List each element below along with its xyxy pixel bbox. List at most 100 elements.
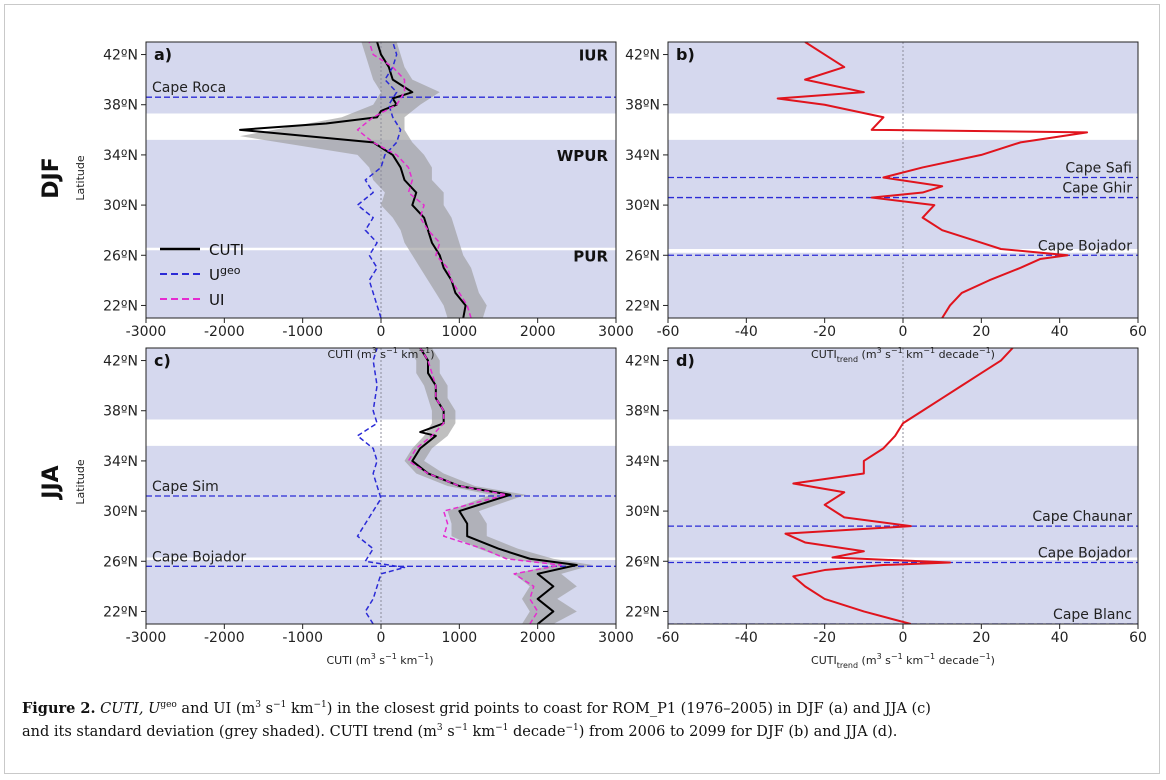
- panel-a: Cape Roca -3000 -2000 -1000 0 1000 2000 3000 22º…: [103, 41, 634, 340]
- x-tick-label: 60: [1129, 324, 1147, 340]
- panel-label: d): [676, 351, 695, 370]
- x-tick-label: -60: [657, 324, 680, 340]
- caption-t1-sup: geo: [160, 700, 177, 710]
- cape-label: Cape Sim: [152, 479, 219, 495]
- region-label: PUR: [573, 247, 608, 265]
- cape-label: Cape Roca: [152, 80, 226, 96]
- y-tick-label: 30ºN: [103, 198, 138, 214]
- x-tick-label: -1000: [282, 630, 323, 646]
- figure-caption: Figure 2. CUTI, Ugeo and UI (m3 s−1 km−1…: [22, 696, 1147, 742]
- cape-label: Cape Bojador: [1038, 546, 1132, 562]
- y-tick-label: 34ºN: [625, 454, 660, 470]
- plot-area: [146, 42, 616, 318]
- legend-ugeo-label: Ugeo: [209, 264, 241, 284]
- x-tick-label: 3000: [598, 324, 634, 340]
- x-tick-label: 40: [1051, 630, 1069, 646]
- x-tick-label: -2000: [204, 324, 245, 340]
- y-tick-label: 38ºN: [625, 98, 660, 114]
- xlabel-a: CUTI (m3 s−1 km−1): [327, 346, 434, 361]
- panel-d: Cape Chaunar Cape Bojador Cape Blanc -60 -40…: [625, 347, 1147, 646]
- xlabel-d: CUTItrend (m3 s−1 km−1 decade−1): [811, 652, 995, 670]
- y-tick-label: 22ºN: [103, 604, 138, 620]
- y-tick-label: 38ºN: [103, 98, 138, 114]
- caption-sup: −1: [565, 722, 579, 733]
- series-line-ugeo: [356, 348, 406, 624]
- y-tick-label: 26ºN: [103, 554, 138, 570]
- figure-panels: Cape Roca-3000 -2000 -1000 0 1000 2000 300022º…: [39, 41, 1147, 670]
- caption-t3: s: [261, 700, 274, 717]
- y-tick-label: 30ºN: [625, 198, 660, 214]
- x-tick-label: 0: [899, 324, 908, 340]
- panel-c: Cape Sim Cape Bojador -3000 -2000 -1000 0 1000…: [103, 347, 634, 646]
- x-tick-label: 1000: [442, 630, 478, 646]
- x-tick-label: 0: [899, 630, 908, 646]
- panel-b: Cape Safi Cape Ghir Cape Bojador -60 -40 -20 0…: [625, 41, 1147, 340]
- caption-decade: decade: [508, 723, 566, 740]
- white-band: [146, 557, 616, 561]
- x-tick-label: -1000: [282, 324, 323, 340]
- y-tick-label: 38ºN: [103, 404, 138, 420]
- y-tick-label: 42ºN: [103, 354, 138, 370]
- caption-t7: ) from 2006 to 2099 for DJF (b) and JJA …: [578, 723, 898, 740]
- x-tick-label: 3000: [598, 630, 634, 646]
- x-tick-label: 2000: [520, 630, 556, 646]
- series-line-ui: [356, 42, 472, 318]
- x-tick-label: -40: [735, 630, 758, 646]
- cape-label: Cape Bojador: [1038, 238, 1132, 254]
- x-tick-label: -3000: [126, 324, 167, 340]
- cape-label: Cape Bojador: [152, 549, 246, 565]
- xlabel-b: CUTItrend (m3 s−1 km−1 decade−1): [811, 346, 995, 364]
- y-tick-label: 34ºN: [103, 454, 138, 470]
- x-tick-label: 0: [377, 324, 386, 340]
- x-tick-label: -60: [657, 630, 680, 646]
- legend: CUTI Ugeo UI: [160, 241, 244, 309]
- season-label-jja: JJA: [39, 465, 64, 500]
- x-tick-label: 60: [1129, 630, 1147, 646]
- x-tick-label: 1000: [442, 324, 478, 340]
- cape-label: Cape Ghir: [1062, 181, 1132, 197]
- cape-label: Cape Chaunar: [1032, 509, 1132, 525]
- x-tick-label: -20: [813, 630, 836, 646]
- y-tick-label: 30ºN: [103, 504, 138, 520]
- figure-frame: [4, 4, 1160, 774]
- series-line-cuti: [239, 42, 467, 318]
- plot-area: [668, 348, 1138, 624]
- plot-area: [146, 348, 616, 624]
- legend-cuti-label: CUTI: [209, 241, 244, 259]
- cape-label: Cape Safi: [1065, 160, 1132, 176]
- panel-label: a): [154, 45, 172, 64]
- caption-t3: s: [442, 723, 455, 740]
- ylabel-bottom: Latitude: [74, 459, 87, 505]
- caption-sup: 3: [436, 722, 443, 733]
- caption-t1: CUTI, U: [100, 700, 161, 717]
- x-tick-label: 20: [972, 630, 990, 646]
- series-line-trend: [776, 42, 1089, 318]
- y-tick-label: 26ºN: [625, 248, 660, 264]
- caption-sup: −1: [454, 722, 468, 733]
- std-deviation-band: [240, 42, 487, 318]
- caption-sup: −1: [313, 700, 327, 710]
- caption-sup: −1: [273, 700, 287, 710]
- panel-label: c): [154, 351, 171, 370]
- y-tick-label: 26ºN: [625, 554, 660, 570]
- series-line-ui: [407, 348, 562, 624]
- xlabel-c: CUTI (m3 s−1 km−1): [326, 652, 433, 667]
- region-label: IUR: [579, 47, 609, 65]
- plot-area: [668, 42, 1138, 318]
- y-tick-label: 22ºN: [103, 298, 138, 314]
- series-line-trend: [784, 348, 1014, 624]
- x-tick-label: -2000: [204, 630, 245, 646]
- y-tick-label: 34ºN: [625, 148, 660, 164]
- caption-sup: −1: [495, 722, 509, 733]
- white-band: [146, 247, 616, 251]
- caption-t4: km: [467, 723, 496, 740]
- y-tick-label: 38ºN: [625, 404, 660, 420]
- y-tick-label: 26ºN: [103, 248, 138, 264]
- legend-ui-label: UI: [209, 291, 224, 309]
- region-label: WPUR: [557, 147, 609, 165]
- y-tick-label: 30ºN: [625, 504, 660, 520]
- y-tick-label: 42ºN: [625, 48, 660, 64]
- series-line-ugeo: [356, 42, 402, 318]
- x-tick-label: 20: [972, 324, 990, 340]
- season-label-djf: DJF: [39, 157, 64, 198]
